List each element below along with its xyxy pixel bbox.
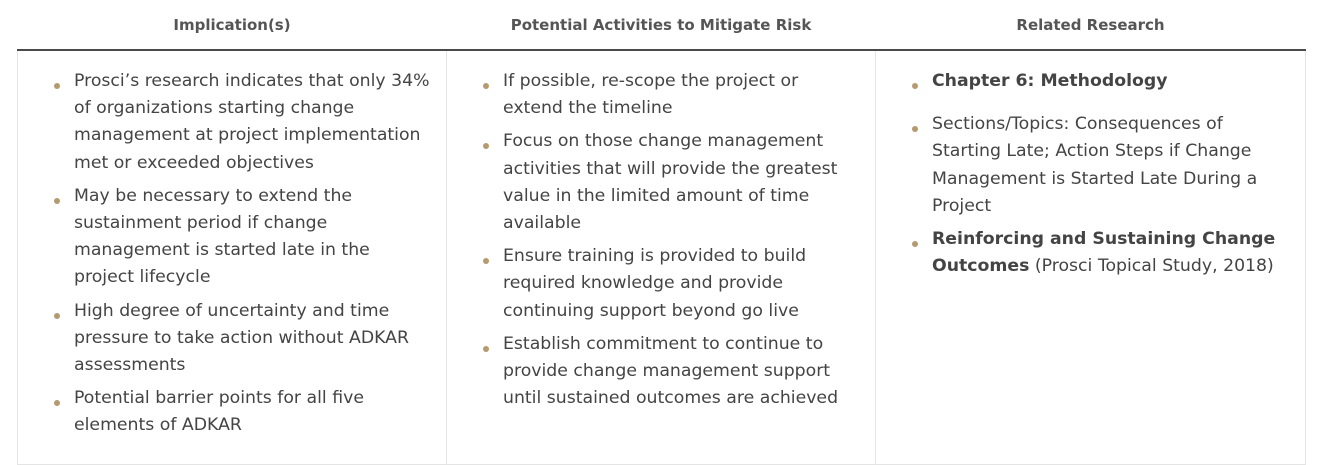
bullet-dot-icon (54, 83, 60, 89)
bullet-dot-icon (912, 241, 918, 248)
implication-text: Prosci’s research indicates that only 34… (74, 71, 430, 173)
table-body: Prosci’s research indicates that only 34… (17, 50, 1306, 465)
activity-text: If possible, re-scope the project or ext… (503, 71, 799, 119)
research-chapter-title: Chapter 6: Methodology (932, 71, 1168, 91)
list-item: Chapter 6: Methodology (910, 68, 1291, 95)
bullet-dot-icon (483, 258, 489, 265)
list-item: Focus on those change management activit… (481, 128, 861, 237)
list-item: Establish commitment to continue to prov… (481, 331, 861, 413)
list-item: Ensure training is provided to build req… (481, 243, 861, 325)
related-research-cell: Chapter 6: Methodology Sections/Topics: … (875, 50, 1306, 465)
bullet-dot-icon (54, 197, 60, 204)
bullet-dot-icon (483, 83, 489, 89)
list-item: High degree of uncertainty and time pres… (52, 298, 432, 380)
activities-cell: If possible, re-scope the project or ext… (446, 50, 876, 465)
activity-text: Ensure training is provided to build req… (503, 246, 807, 321)
implication-text: May be necessary to extend the sustainme… (74, 185, 370, 288)
list-item: Reinforcing and Sustaining Change Outcom… (910, 226, 1291, 280)
header-row: Implication(s) Potential Activities to M… (17, 0, 1306, 51)
research-sections-text: Sections/Topics: Consequences of Startin… (932, 114, 1258, 216)
list-item: Prosci’s research indicates that only 34… (52, 68, 432, 177)
header-related-research: Related Research (875, 0, 1306, 51)
bullet-dot-icon (54, 400, 60, 407)
implication-text: High degree of uncertainty and time pres… (74, 300, 409, 376)
implication-text: Potential barrier points for all five el… (74, 388, 364, 436)
bullet-dot-icon (54, 312, 60, 319)
activity-text: Establish commitment to continue to prov… (503, 333, 839, 409)
research-study-title: Reinforcing and Sustaining Change Outcom… (932, 229, 1276, 277)
activity-text: Focus on those change management activit… (503, 131, 838, 234)
header-implications: Implication(s) (17, 0, 447, 51)
list-item: If possible, re-scope the project or ext… (481, 68, 861, 122)
bullet-dot-icon (483, 143, 489, 150)
header-activities: Potential Activities to Mitigate Risk (446, 0, 876, 51)
bullet-dot-icon (912, 83, 918, 89)
implications-cell: Prosci’s research indicates that only 34… (17, 50, 447, 465)
implications-list: Prosci’s research indicates that only 34… (52, 68, 432, 440)
bullet-dot-icon (483, 345, 489, 352)
bullet-dot-icon (912, 126, 918, 133)
list-item: Sections/Topics: Consequences of Startin… (910, 111, 1291, 220)
list-item: Potential barrier points for all five el… (52, 385, 432, 439)
research-study-citation: (Prosci Topical Study, 2018) (1029, 256, 1274, 277)
table-row: Prosci’s research indicates that only 34… (17, 50, 1306, 465)
research-list: Chapter 6: Methodology Sections/Topics: … (910, 68, 1291, 280)
list-item: May be necessary to extend the sustainme… (52, 183, 432, 292)
activities-list: If possible, re-scope the project or ext… (481, 68, 861, 412)
risk-table: Implication(s) Potential Activities to M… (17, 0, 1306, 465)
risk-table-container: Implication(s) Potential Activities to M… (17, 0, 1306, 465)
table-header: Implication(s) Potential Activities to M… (17, 0, 1306, 51)
